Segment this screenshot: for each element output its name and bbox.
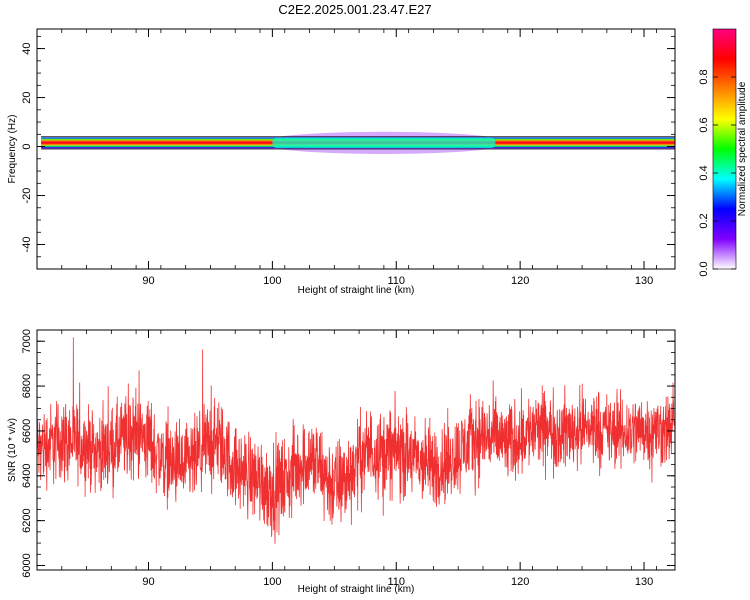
spectrogram-x-tick-label: 100 — [263, 275, 281, 287]
spectrogram-y-axis-label: Frequency (Hz) — [7, 115, 18, 184]
spectrogram-x-tick-label: 120 — [511, 275, 529, 287]
spectrogram-y-tick-label: 20 — [21, 91, 33, 103]
colorbar-tick-label: 0.6 — [698, 117, 710, 132]
figure-title: C2E2.2025.001.23.47.E27 — [278, 2, 431, 17]
colorbar: 0.0 0.2 0.4 0.6 0.8 Normalized spectral ampl… — [698, 28, 748, 277]
snr-y-tick-label: 6200 — [21, 508, 33, 532]
snr-x-tick-label: 100 — [263, 576, 281, 588]
spectrogram-y-tick-label: -40 — [21, 237, 33, 253]
spectrogram-y-tick-label: 40 — [21, 42, 33, 54]
snr-y-tick-label: 6600 — [21, 419, 33, 443]
snr-x-tick-label: 130 — [635, 576, 653, 588]
spectrogram-y-tick-label: -20 — [21, 188, 33, 204]
snr-y-axis-label: SNR (10 * v/v) — [7, 418, 18, 482]
snr-series-line — [37, 337, 675, 544]
snr-y-tick-label: 6800 — [21, 374, 33, 398]
spectrogram-x-ticks: 90 100 110 120 130 — [36, 29, 657, 287]
snr-y-tick-label: 6400 — [21, 464, 33, 488]
colorbar-scale — [713, 29, 736, 269]
colorbar-frame — [712, 28, 737, 270]
colorbar-ticks: 0.0 0.2 0.4 0.6 0.8 — [698, 69, 736, 277]
snr-x-tick-label: 120 — [511, 576, 529, 588]
spectrogram-y-tick-label: 0 — [21, 143, 33, 149]
snr-frame — [36, 329, 676, 571]
spectrogram-x-axis-label: Height of straight line (km) — [298, 285, 415, 296]
colorbar-tick-label: 0.8 — [698, 69, 710, 84]
snr-x-tick-label: 110 — [387, 576, 405, 588]
colorbar-label: Normalized spectral amplitude — [737, 81, 748, 216]
spectrogram-panel: 90 100 110 120 130 -40 -20 0 20 40 Height of str… — [7, 28, 676, 296]
spectrogram-x-tick-label: 110 — [387, 275, 405, 287]
snr-x-axis-label: Height of straight line (km) — [298, 584, 415, 595]
spectrogram-frame — [36, 28, 676, 270]
snr-y-tick-label: 6000 — [21, 553, 33, 577]
colorbar-tick-label: 0.0 — [698, 261, 710, 276]
spectrogram-low-amplitude-region — [272, 137, 496, 148]
snr-y-tick-label: 7000 — [21, 329, 33, 353]
spectrogram-heatmap — [41, 131, 675, 154]
snr-y-ticks: 6000 6200 6400 6600 6800 7000 — [21, 329, 675, 578]
snr-x-ticks: 90 100 110 120 130 — [36, 330, 657, 588]
spectrogram-x-tick-label: 130 — [635, 275, 653, 287]
spectrogram-x-tick-label: 90 — [142, 275, 154, 287]
colorbar-tick-label: 0.4 — [698, 165, 710, 180]
colorbar-tick-label: 0.2 — [698, 213, 710, 228]
spectrogram-y-ticks: -40 -20 0 20 40 — [21, 35, 675, 270]
snr-x-tick-label: 90 — [142, 576, 154, 588]
snr-panel: 90 100 110 120 130 600062006400660068007000 … — [7, 329, 676, 595]
